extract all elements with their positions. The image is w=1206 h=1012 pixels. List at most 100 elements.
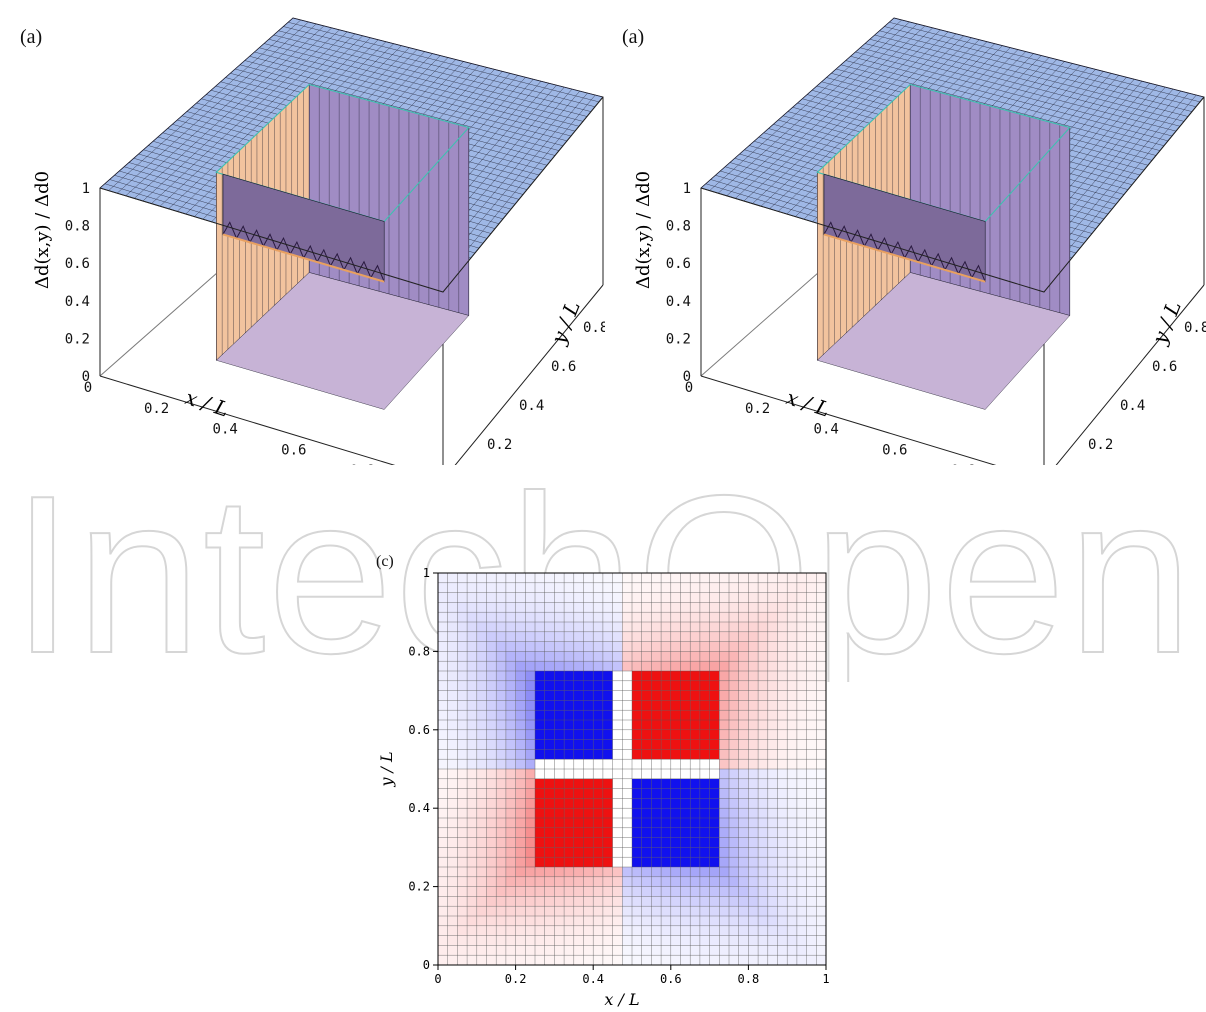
heatmap-cell bbox=[787, 720, 797, 730]
heatmap-cell bbox=[622, 955, 632, 965]
heatmap-cell bbox=[573, 857, 584, 867]
heatmap-cell bbox=[719, 945, 729, 956]
heatmap-cell bbox=[438, 651, 448, 662]
heatmap-cell bbox=[525, 955, 535, 965]
heatmap-cell bbox=[612, 690, 623, 701]
heatmap-cell bbox=[641, 808, 652, 818]
heatmap-cell bbox=[515, 935, 526, 946]
z-tick-label: 0.8 bbox=[65, 219, 90, 235]
heatmap-cell bbox=[767, 651, 778, 662]
heatmap-cell bbox=[515, 808, 526, 818]
heatmap-cell bbox=[525, 876, 535, 887]
heatmap-cell bbox=[748, 867, 759, 877]
heatmap-cell bbox=[467, 925, 477, 936]
heatmap-cell bbox=[690, 671, 700, 681]
heatmap-cell bbox=[767, 592, 778, 603]
heatmap-cell bbox=[661, 622, 671, 632]
heatmap-cell bbox=[467, 592, 477, 603]
heatmap-cell bbox=[602, 592, 613, 603]
heatmap-cell bbox=[777, 602, 788, 613]
heatmap-cell bbox=[758, 876, 768, 887]
heatmap-cell bbox=[777, 935, 788, 946]
heatmap-cell bbox=[602, 827, 613, 838]
heatmap-cell bbox=[602, 808, 613, 818]
heatmap-cell bbox=[476, 622, 487, 632]
heatmap-cell bbox=[816, 622, 826, 632]
heatmap-cell bbox=[554, 710, 565, 720]
heatmap-cell bbox=[738, 837, 749, 848]
heatmap-cell bbox=[457, 867, 468, 877]
heatmap-cell bbox=[748, 955, 759, 965]
heatmap-cell bbox=[457, 896, 468, 907]
heatmap-cell bbox=[515, 818, 526, 828]
heatmap-cell bbox=[438, 700, 448, 711]
heatmap-cell bbox=[767, 955, 778, 965]
heatmap-cell bbox=[729, 827, 739, 838]
heatmap-cell bbox=[457, 739, 468, 750]
heatmap-cell bbox=[535, 837, 545, 848]
heatmap-cell bbox=[748, 945, 759, 956]
heatmap-cell bbox=[544, 592, 555, 603]
heatmap-cell bbox=[496, 788, 506, 799]
heatmap-cell bbox=[748, 837, 759, 848]
heatmap-cell bbox=[699, 955, 710, 965]
heatmap-cell bbox=[651, 749, 662, 760]
heatmap-cell bbox=[602, 906, 613, 916]
heatmap-cell bbox=[777, 690, 788, 701]
y-tick-label: 0.2 bbox=[1088, 437, 1113, 453]
heatmap-cell bbox=[544, 778, 555, 789]
heatmap-cell bbox=[467, 651, 477, 662]
heatmap-cell bbox=[641, 886, 652, 897]
heatmap-cell bbox=[457, 582, 468, 593]
heatmap-cell bbox=[748, 847, 759, 858]
heatmap-cell bbox=[806, 837, 817, 848]
heatmap-cell bbox=[661, 827, 671, 838]
heatmap-cell bbox=[670, 886, 681, 897]
heatmap-cell bbox=[641, 631, 652, 642]
heatmap-cell bbox=[535, 798, 545, 809]
heatmap-cell bbox=[583, 808, 594, 818]
heatmap-cell bbox=[573, 769, 584, 779]
heatmap-cell bbox=[651, 739, 662, 750]
heatmap-cell bbox=[709, 837, 720, 848]
heatmap-cell bbox=[573, 700, 584, 711]
heatmap-cell bbox=[777, 622, 788, 632]
heatmap-cell bbox=[816, 720, 826, 730]
heatmap-cell bbox=[554, 778, 565, 789]
heatmap-cell bbox=[661, 612, 671, 622]
heatmap-cell bbox=[709, 710, 720, 720]
heatmap-cell bbox=[777, 680, 788, 691]
heatmap-cell bbox=[632, 602, 642, 613]
heatmap-cell bbox=[583, 769, 594, 779]
heatmap-cell bbox=[554, 759, 565, 769]
heatmap-cell bbox=[602, 671, 613, 681]
heatmap-cell bbox=[573, 710, 584, 720]
heatmap-cell bbox=[699, 916, 710, 926]
heatmap-cell bbox=[515, 700, 526, 711]
heatmap-cell bbox=[515, 876, 526, 887]
heatmap-cell bbox=[554, 827, 565, 838]
heatmap-cell bbox=[787, 729, 797, 740]
heatmap-cell bbox=[515, 631, 526, 642]
heatmap-cell bbox=[632, 867, 642, 877]
heatmap-cell bbox=[690, 592, 700, 603]
heatmap-cell bbox=[554, 798, 565, 809]
heatmap-cell bbox=[438, 925, 448, 936]
heatmap-cell bbox=[738, 925, 749, 936]
heatmap-cell bbox=[738, 720, 749, 730]
heatmap-cell bbox=[457, 955, 468, 965]
heatmap-cell bbox=[651, 886, 662, 897]
heatmap-cell bbox=[505, 837, 516, 848]
heatmap-cell bbox=[496, 631, 506, 642]
heatmap-cell bbox=[709, 955, 720, 965]
heatmap-cell bbox=[632, 592, 642, 603]
heatmap-cell bbox=[758, 955, 768, 965]
heatmap-cell bbox=[690, 788, 700, 799]
heatmap-cell bbox=[467, 700, 477, 711]
heatmap-cell bbox=[738, 573, 749, 583]
heatmap-cell bbox=[535, 847, 545, 858]
heatmap-cell bbox=[816, 827, 826, 838]
heatmap-cell bbox=[758, 769, 768, 779]
heatmap-cell bbox=[525, 729, 535, 740]
heatmap-cell bbox=[729, 837, 739, 848]
